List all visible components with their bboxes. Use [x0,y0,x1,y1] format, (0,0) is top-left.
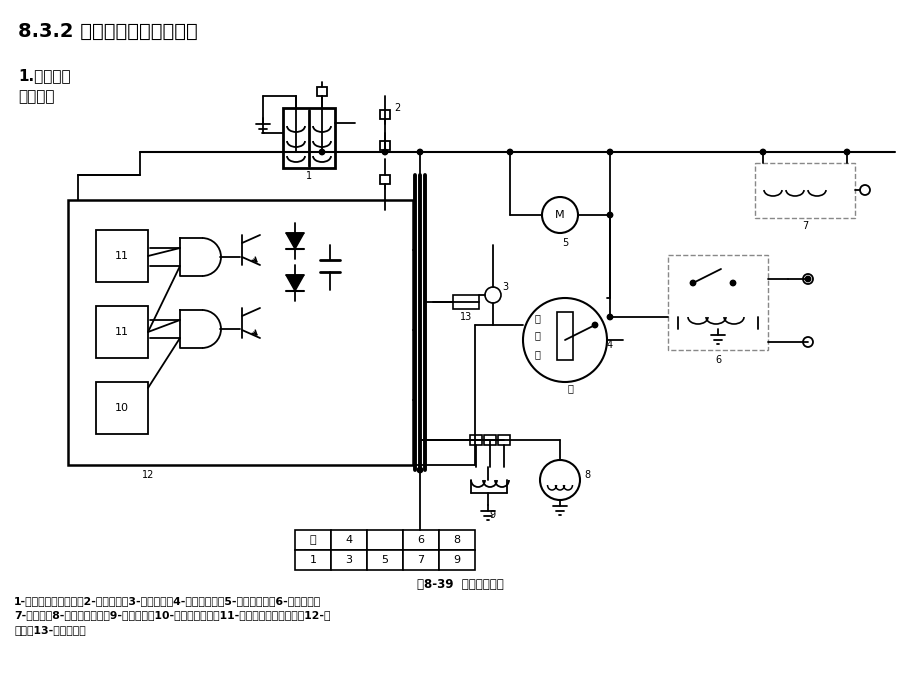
Bar [403,530,438,550]
Text: 12: 12 [142,470,154,480]
Bar [483,435,495,445]
Text: 4: 4 [607,340,612,350]
Bar [754,163,854,218]
Text: 8: 8 [453,535,460,545]
Text: 空: 空 [310,535,316,545]
Bar [403,550,438,570]
Text: 中: 中 [534,330,539,340]
Bar [380,175,390,184]
Circle shape [760,150,765,155]
Bar [295,530,331,550]
Text: 13: 13 [460,312,471,322]
Text: 7: 7 [417,555,424,565]
Text: 9: 9 [453,555,460,565]
Text: 1: 1 [306,171,312,181]
Bar [295,550,331,570]
Text: 1: 1 [309,555,316,565]
Polygon shape [286,275,303,291]
Bar [367,530,403,550]
Bar [367,550,403,570]
Circle shape [592,322,596,328]
Bar [68,200,413,465]
Polygon shape [286,233,303,249]
Text: 高: 高 [534,313,539,323]
Bar [96,382,148,434]
Bar [497,435,509,445]
Text: 5: 5 [381,555,388,565]
Text: 1-压缩机电磁离合器；2-点火线圈；3-压力开关；4-鼓风机开关；5-鼓风电动机；6-点火开关；
7-熔断器；8-温度调节旋钮；9-热敏电阻；10-温度检测电路: 1-压缩机电磁离合器；2-点火线圈；3-压力开关；4-鼓风机开关；5-鼓风电动机… [14,596,330,635]
Text: 10: 10 [115,403,129,413]
Text: 5: 5 [562,238,568,248]
Circle shape [607,150,612,155]
Bar [96,306,148,358]
Text: 11: 11 [115,327,129,337]
Bar [96,230,148,282]
Bar [380,110,390,119]
Circle shape [417,468,422,473]
Circle shape [844,150,848,155]
Circle shape [730,281,734,286]
Bar [331,530,367,550]
Circle shape [417,150,422,155]
Text: 1.冷风系统
控制电路: 1.冷风系统 控制电路 [18,68,71,104]
Bar [556,312,573,360]
Bar [667,255,767,350]
Text: 关: 关 [566,383,573,393]
Text: 6: 6 [417,535,424,545]
Text: 2: 2 [393,103,400,113]
Bar [452,295,479,309]
Circle shape [382,150,387,155]
Text: 4: 4 [345,535,352,545]
Text: 11: 11 [115,251,129,261]
Text: 9: 9 [488,510,494,520]
Text: 6: 6 [714,355,720,365]
Circle shape [319,150,324,155]
Bar [438,550,474,570]
Circle shape [522,298,607,382]
Text: 3: 3 [502,282,507,292]
Text: 低: 低 [534,349,539,359]
Bar [470,435,482,445]
Bar [317,87,326,96]
Circle shape [607,315,612,319]
Text: 7: 7 [801,221,807,231]
Circle shape [805,277,810,282]
Circle shape [690,281,695,286]
Bar [380,141,390,150]
Text: 8.3.2 一般汽车空调控制电路: 8.3.2 一般汽车空调控制电路 [18,22,198,41]
Text: M: M [554,210,564,220]
Text: 8: 8 [584,470,589,480]
Text: 3: 3 [346,555,352,565]
Bar [331,550,367,570]
Circle shape [607,213,612,217]
Bar [283,108,335,168]
Circle shape [507,150,512,155]
Text: 图8-39  轿车空调电路: 图8-39 轿车空调电路 [416,578,503,591]
Bar [438,530,474,550]
